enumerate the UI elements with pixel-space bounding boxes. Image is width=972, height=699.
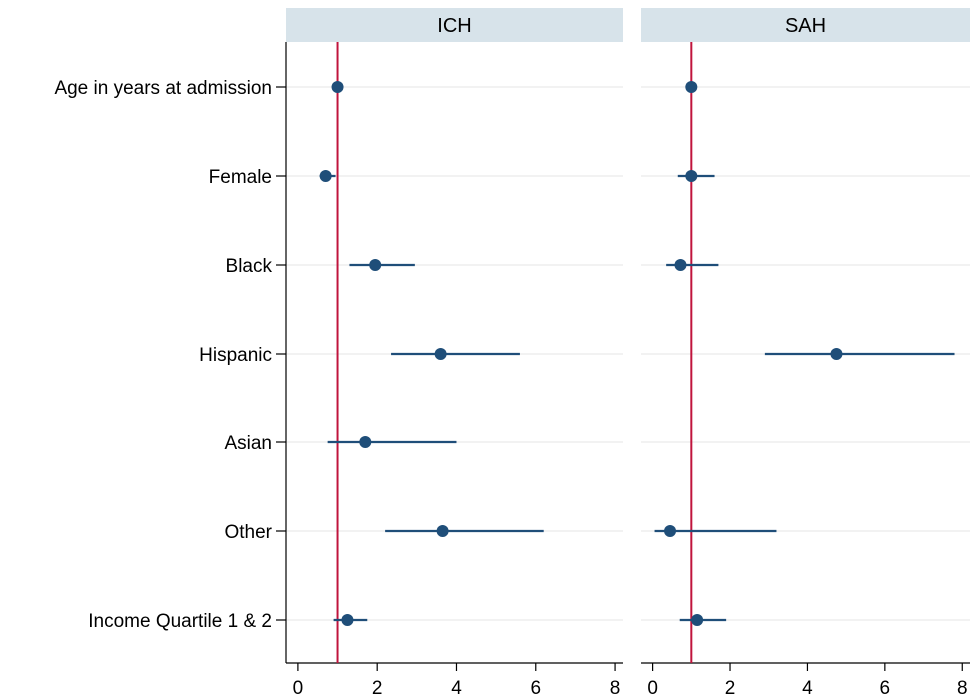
estimate-point-black: [674, 259, 687, 271]
estimate-point-hispanic: [434, 348, 447, 360]
y-label-hispanic: Hispanic: [199, 345, 272, 366]
estimate-point-asian: [359, 436, 372, 448]
estimate-point-income-quartile-1-and-2: [341, 614, 354, 626]
estimate-point-income-quartile-1-and-2: [691, 614, 704, 626]
panel-title: SAH: [785, 15, 826, 37]
y-label-other: Other: [224, 522, 272, 543]
x-tick-label: 8: [957, 678, 968, 699]
y-axis-labels: Age in years at admission Female Black Hisp…: [54, 78, 286, 632]
y-label-asian: Asian: [224, 433, 272, 454]
y-label-age-in-years-at-admission: Age in years at admission: [54, 78, 272, 99]
x-tick-label: 6: [530, 678, 541, 699]
estimate-point-other: [664, 525, 677, 537]
estimate-point-other: [436, 525, 449, 537]
panel-ich: ICH 0 2 4 6 8: [285, 8, 623, 699]
y-label-female: Female: [209, 167, 272, 188]
x-tick-label: 4: [451, 678, 462, 699]
estimate-point-female: [685, 170, 698, 182]
x-tick-label: 0: [293, 678, 304, 699]
x-tick-label: 2: [725, 678, 736, 699]
estimate-point-black: [369, 259, 382, 271]
x-tick-label: 8: [610, 678, 621, 699]
panel-sah: SAH 0 2 4 6 8: [641, 8, 970, 699]
x-tick-label: 0: [647, 678, 658, 699]
panel-title: ICH: [437, 15, 471, 37]
x-tick-label: 6: [880, 678, 891, 699]
estimate-point-female: [319, 170, 332, 182]
estimate-point-age-in-years-at-admission: [685, 81, 698, 93]
estimate-point-hispanic: [830, 348, 843, 360]
y-label-black: Black: [226, 256, 273, 277]
panel-header: [286, 8, 623, 42]
panel-header: [641, 8, 970, 42]
x-tick-label: 2: [372, 678, 383, 699]
estimate-point-age-in-years-at-admission: [331, 81, 344, 93]
x-tick-label: 4: [802, 678, 813, 699]
y-label-income-quartile-1-and-2: Income Quartile 1 & 2: [88, 611, 272, 632]
